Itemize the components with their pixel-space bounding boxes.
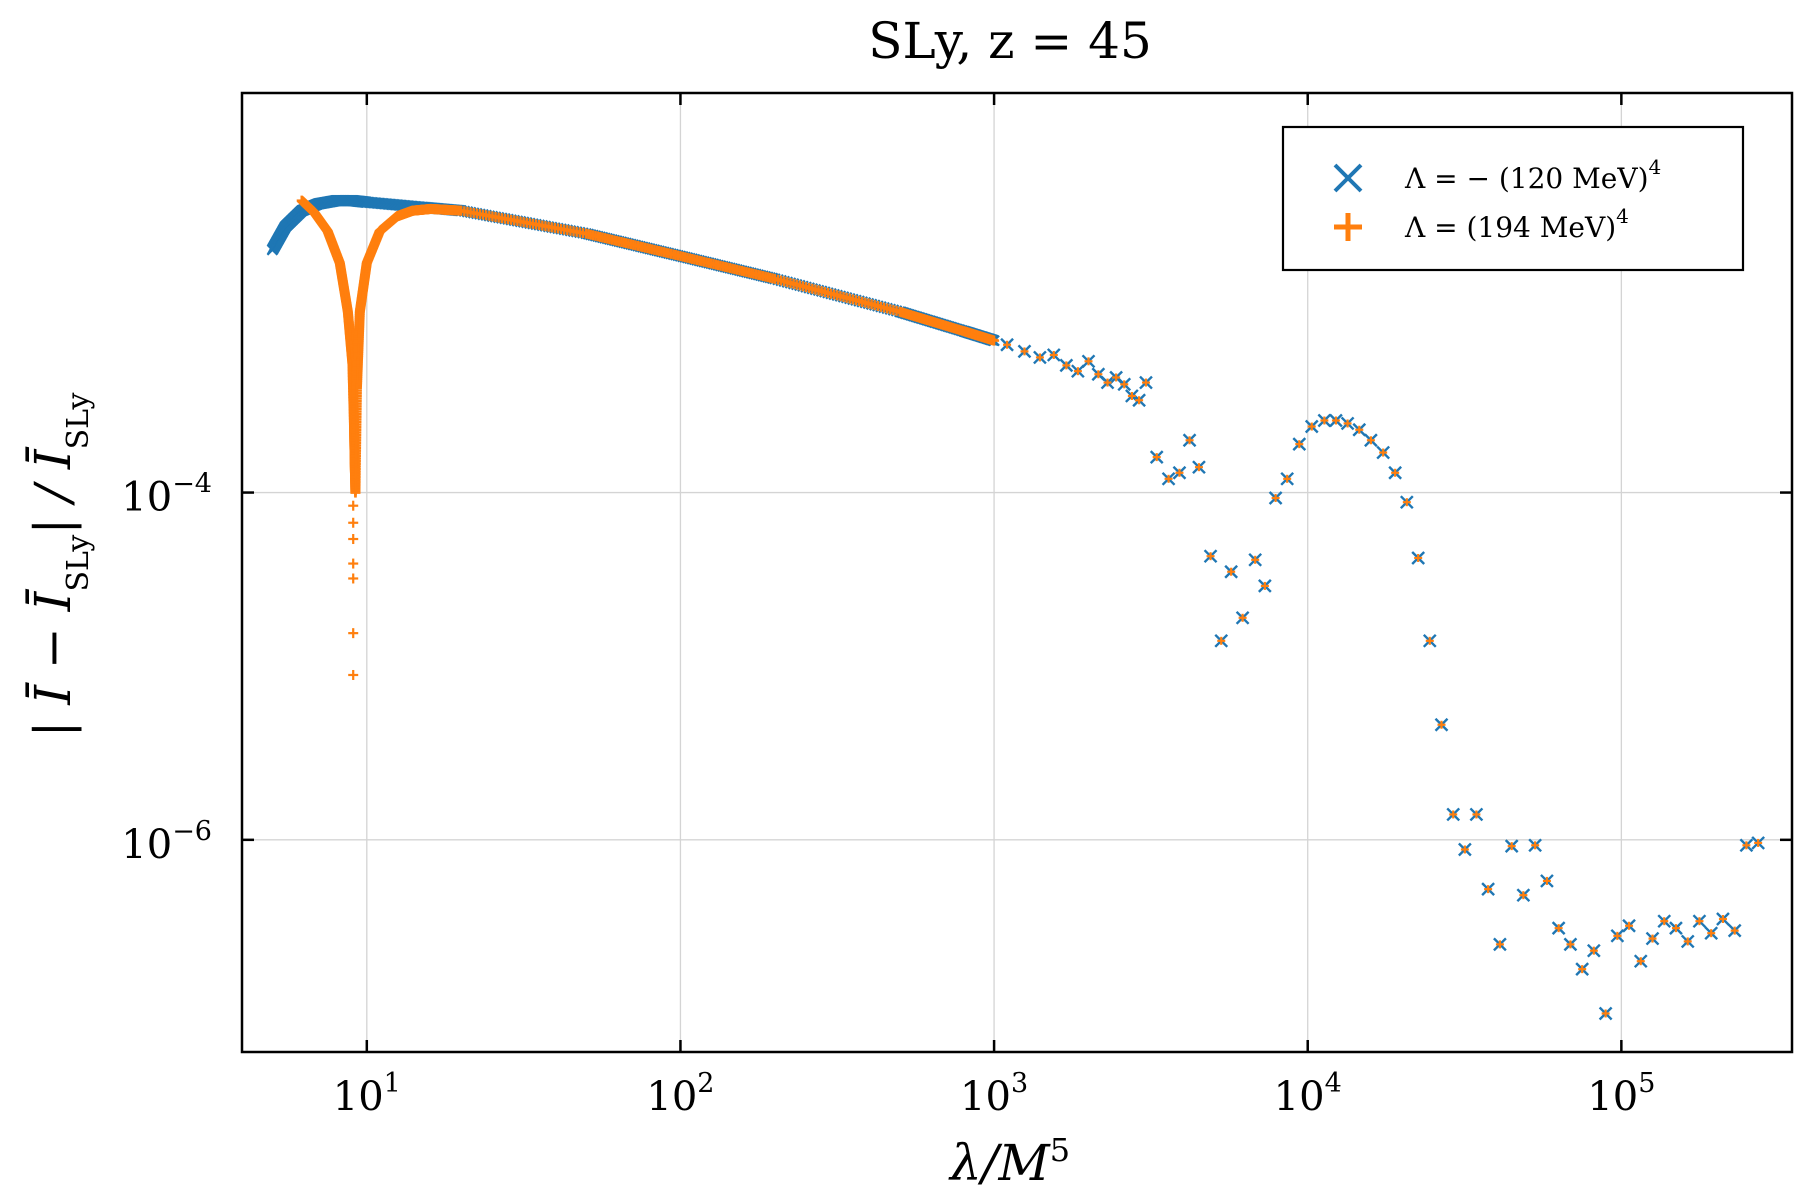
- series2-marker: [1206, 552, 1215, 561]
- series2-marker: [1589, 946, 1598, 955]
- series2-marker: [1141, 378, 1150, 387]
- legend-label: Λ = − (120 MeV)4: [1404, 155, 1661, 195]
- x-tick-label: 101: [333, 1068, 401, 1120]
- series2-marker: [1003, 340, 1012, 349]
- series2-marker: [348, 558, 359, 569]
- series2-marker: [1707, 929, 1716, 938]
- series2-marker: [1437, 720, 1446, 729]
- series2-marker: [1152, 453, 1161, 462]
- series2-marker: [1671, 924, 1680, 933]
- series2-marker: [1648, 934, 1657, 943]
- series2-marker: [1414, 553, 1423, 562]
- series2-marker: [1519, 891, 1528, 900]
- series2-marker: [1425, 636, 1434, 645]
- series2-marker: [1636, 957, 1645, 966]
- series2-marker: [1238, 613, 1247, 622]
- series2-marker: [1120, 380, 1129, 389]
- chart-title: SLy, z = 45: [868, 12, 1152, 70]
- series2-marker: [348, 573, 359, 584]
- series2-marker: [1035, 353, 1044, 362]
- series2-marker: [1730, 926, 1739, 935]
- series2-marker: [1754, 838, 1763, 847]
- series2-marker: [1613, 931, 1622, 940]
- x-tick-label: 105: [1587, 1068, 1655, 1120]
- series2-marker: [1718, 915, 1727, 924]
- y-tick-label: 10−4: [121, 469, 212, 521]
- series2-marker: [1331, 416, 1340, 425]
- series2-marker: [1366, 436, 1375, 445]
- series2-marker: [348, 628, 359, 639]
- series2-marker: [1742, 841, 1751, 850]
- series2-marker: [1601, 1009, 1610, 1018]
- legend-entry: Λ = (194 MeV)4: [1334, 204, 1629, 244]
- legend-marker-x: [1333, 163, 1363, 193]
- series2-marker: [1695, 917, 1704, 926]
- series2-marker: [1084, 357, 1093, 366]
- series2-marker: [1112, 373, 1121, 382]
- series2-marker: [1379, 448, 1388, 457]
- series2-marker: [1484, 885, 1493, 894]
- data-marks: [266, 194, 1766, 1021]
- plot-frame: [240, 91, 1794, 1054]
- legend-label: Λ = (194 MeV)4: [1404, 204, 1629, 244]
- series2-marker: [1271, 494, 1280, 503]
- series2-marker: [348, 517, 359, 528]
- series2-marker: [1175, 468, 1184, 477]
- series2-marker: [1554, 924, 1563, 933]
- series2-marker: [1566, 940, 1575, 949]
- series2-marker: [1062, 361, 1071, 370]
- series2-marker: [1391, 468, 1400, 477]
- axis-ticks: 101 102 103 104 105 10−4 10−6: [121, 93, 1792, 1120]
- series2-marker: [1094, 370, 1103, 379]
- series2-marker: [1472, 810, 1481, 819]
- series2-marker: [1343, 419, 1352, 428]
- series2-marker: [1283, 474, 1292, 483]
- series2-marker: [1251, 555, 1260, 564]
- series2-marker: [1495, 940, 1504, 949]
- y-tick-label: 10−6: [121, 816, 212, 868]
- series2-marker: [1194, 463, 1203, 472]
- series2-marker: [1103, 378, 1112, 387]
- series2-marker: [1355, 425, 1364, 434]
- x-tick-label: 104: [1274, 1068, 1342, 1120]
- series2-marker: [1217, 636, 1226, 645]
- series2-marker: [1320, 416, 1329, 425]
- legend: Λ = − (120 MeV)4 Λ = (194 MeV)4: [1281, 125, 1745, 272]
- series2-marker: [1683, 937, 1692, 946]
- series2-marker: [348, 534, 359, 545]
- series2-marker: [989, 335, 1000, 346]
- series2-marker: [1295, 440, 1304, 449]
- series2-marker: [1507, 842, 1516, 851]
- series2-marker: [1227, 567, 1236, 576]
- series2-marker: [348, 669, 359, 680]
- series2-marker: [1460, 845, 1469, 854]
- legend-entry: Λ = − (120 MeV)4: [1333, 155, 1661, 195]
- x-tick-label: 103: [960, 1068, 1028, 1120]
- series2-marker: [1049, 350, 1058, 359]
- series2-marker: [1073, 367, 1082, 376]
- series2-marker: [1135, 396, 1144, 405]
- series2-marker: [1402, 498, 1411, 507]
- series2-marker: [1578, 965, 1587, 974]
- series2-marker: [1307, 422, 1316, 431]
- series2-marker: [1185, 436, 1194, 445]
- series2-marker: [1660, 917, 1669, 926]
- legend-box: [1281, 125, 1745, 272]
- series2-marker: [1531, 841, 1540, 850]
- series2-marker: [1164, 474, 1173, 483]
- series2-marker: [1260, 581, 1269, 590]
- series2-marker: [348, 500, 359, 511]
- x-tick-label: 102: [646, 1068, 714, 1120]
- series2-marker: [1625, 921, 1634, 930]
- series2-marker: [1020, 347, 1029, 356]
- series2-marker: [1127, 391, 1136, 400]
- series2-marker: [1542, 876, 1551, 885]
- series2-marker: [1449, 810, 1458, 819]
